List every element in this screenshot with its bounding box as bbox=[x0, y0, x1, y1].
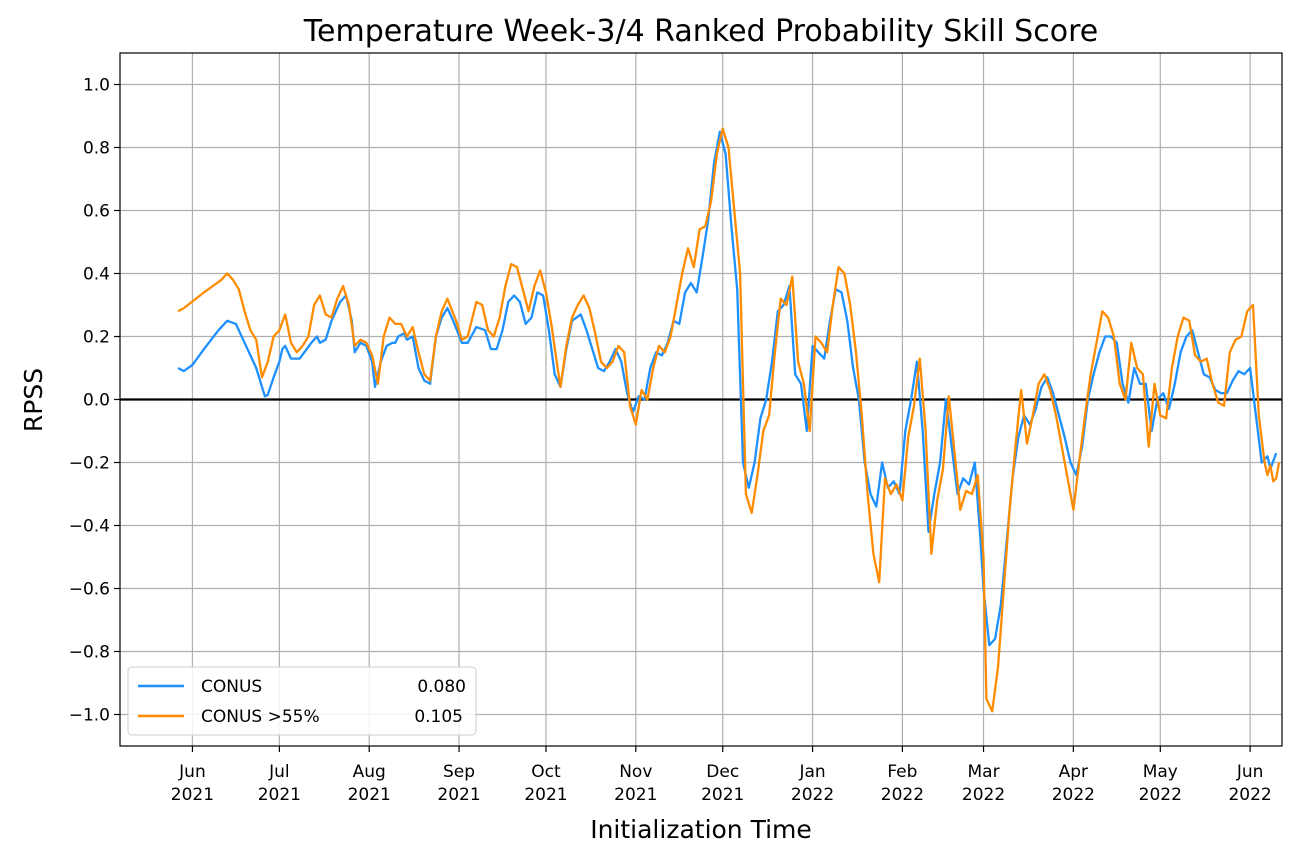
x-tick-month: Feb bbox=[887, 762, 917, 782]
x-tick-year: 2021 bbox=[524, 785, 567, 805]
x-tick-month: May bbox=[1143, 762, 1178, 782]
x-tick-year: 2022 bbox=[1228, 785, 1271, 805]
series-layer bbox=[177, 127, 1281, 713]
x-tick-month: Jan bbox=[798, 762, 825, 782]
y-axis-ticks: 1.0 0.8 0.6 0.4 0.2 0.0 −0.2 −0.4 −0.6 −0.8 −1.0 bbox=[69, 76, 120, 726]
x-tick-month: Dec bbox=[706, 762, 739, 782]
x-axis-label: Initialization Time bbox=[590, 815, 812, 844]
y-axis-label: RPSS bbox=[19, 368, 48, 432]
legend-label-conus-55: CONUS >55% bbox=[201, 707, 320, 727]
x-tick-year: 2021 bbox=[171, 785, 214, 805]
legend-value-conus-55: 0.105 bbox=[414, 707, 463, 727]
y-tick-label: 0.4 bbox=[83, 265, 110, 285]
x-tick-month: Jun bbox=[178, 762, 206, 782]
x-axis-ticks: Jun 2021 Jul 2021 Aug 2021 Sep 2021 Oct 2021 Nov 20… bbox=[171, 746, 1272, 805]
legend-value-conus: 0.080 bbox=[417, 677, 466, 697]
x-tick-year: 2022 bbox=[881, 785, 924, 805]
y-tick-label: −0.6 bbox=[69, 580, 110, 600]
x-tick-year: 2022 bbox=[791, 785, 834, 805]
legend-box bbox=[127, 666, 477, 736]
x-tick-month: Aug bbox=[353, 762, 386, 782]
y-tick-label: 0.2 bbox=[83, 328, 110, 348]
x-tick-year: 2021 bbox=[348, 785, 391, 805]
y-tick-label: −0.4 bbox=[69, 517, 110, 537]
x-tick-month: Nov bbox=[619, 762, 652, 782]
y-tick-label: 1.0 bbox=[83, 76, 110, 96]
y-tick-label: −1.0 bbox=[69, 706, 110, 726]
x-tick-month: Oct bbox=[531, 762, 561, 782]
x-tick-year: 2022 bbox=[1052, 785, 1095, 805]
y-tick-label: 0.8 bbox=[83, 139, 110, 159]
chart-title: Temperature Week-3/4 Ranked Probability … bbox=[303, 14, 1098, 49]
x-tick-year: 2021 bbox=[614, 785, 657, 805]
x-tick-year: 2021 bbox=[437, 785, 480, 805]
legend: CONUS 0.080 CONUS >55% 0.105 bbox=[127, 666, 477, 736]
x-tick-month: Jul bbox=[268, 762, 290, 782]
y-tick-label: 0.6 bbox=[83, 202, 110, 222]
x-tick-month: Sep bbox=[443, 762, 475, 782]
x-tick-month: Apr bbox=[1059, 762, 1088, 782]
x-tick-year: 2021 bbox=[258, 785, 301, 805]
x-tick-year: 2021 bbox=[701, 785, 744, 805]
x-tick-month: Jun bbox=[1236, 762, 1264, 782]
x-tick-year: 2022 bbox=[1139, 785, 1182, 805]
y-tick-label: 0.0 bbox=[83, 391, 110, 411]
y-tick-label: −0.2 bbox=[69, 454, 110, 474]
x-tick-month: Mar bbox=[967, 762, 999, 782]
series-line-conus bbox=[177, 130, 1278, 647]
y-tick-label: −0.8 bbox=[69, 643, 110, 663]
legend-label-conus: CONUS bbox=[201, 677, 262, 697]
x-tick-year: 2022 bbox=[962, 785, 1005, 805]
series-line-conus-55 bbox=[177, 127, 1281, 713]
